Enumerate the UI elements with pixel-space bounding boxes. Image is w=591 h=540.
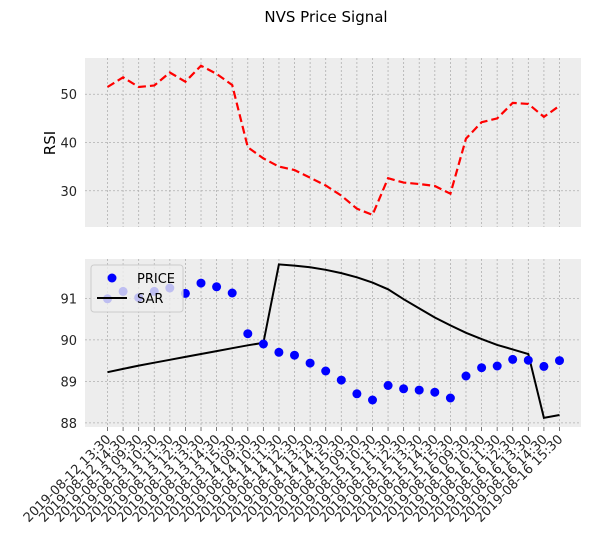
price-point bbox=[321, 366, 331, 376]
price-point bbox=[492, 361, 502, 371]
price-y-tick-label: 90 bbox=[60, 334, 77, 349]
price-point bbox=[508, 354, 518, 364]
rsi-line bbox=[106, 64, 561, 217]
price-point bbox=[430, 387, 440, 397]
price-point bbox=[555, 356, 564, 366]
price-point bbox=[212, 282, 222, 292]
price-point bbox=[461, 371, 471, 381]
price-point bbox=[383, 381, 393, 390]
price-point bbox=[243, 329, 253, 339]
rsi-y-tick-label: 30 bbox=[60, 185, 77, 200]
price-point bbox=[445, 393, 455, 403]
rsi-y-axis-label: RSI bbox=[41, 131, 59, 155]
price-y-axis: 88 89 90 91 bbox=[60, 292, 77, 431]
rsi-y-axis: 30 40 50 bbox=[60, 88, 77, 200]
legend-price-marker bbox=[107, 273, 117, 283]
price-gridlines bbox=[85, 259, 581, 427]
price-point bbox=[196, 278, 206, 288]
price-point bbox=[368, 395, 377, 405]
price-point bbox=[274, 347, 284, 357]
price-y-tick-label: 91 bbox=[60, 292, 77, 307]
price-point bbox=[539, 361, 549, 371]
legend-price-label: PRICE bbox=[137, 272, 175, 287]
rsi-series bbox=[106, 64, 561, 217]
price-y-tick-label: 89 bbox=[60, 375, 77, 390]
rsi-panel: 30 40 50 RSI bbox=[41, 58, 581, 227]
price-point bbox=[414, 385, 424, 395]
price-point bbox=[352, 389, 362, 399]
chart-legend: PRICE SAR bbox=[90, 264, 184, 313]
price-point bbox=[336, 375, 346, 385]
price-point bbox=[290, 350, 299, 360]
rsi-y-tick-label: 50 bbox=[60, 88, 77, 103]
price-point bbox=[399, 384, 409, 394]
sar-line bbox=[107, 263, 560, 420]
price-point bbox=[523, 355, 533, 365]
price-point bbox=[305, 358, 315, 368]
legend-sar-label: SAR bbox=[137, 292, 163, 307]
rsi-y-tick-label: 40 bbox=[60, 137, 77, 152]
price-point bbox=[477, 363, 487, 373]
price-point bbox=[227, 288, 237, 298]
chart-title: NVS Price Signal bbox=[264, 8, 387, 26]
price-point bbox=[258, 339, 268, 349]
price-y-tick-label: 88 bbox=[60, 417, 77, 432]
